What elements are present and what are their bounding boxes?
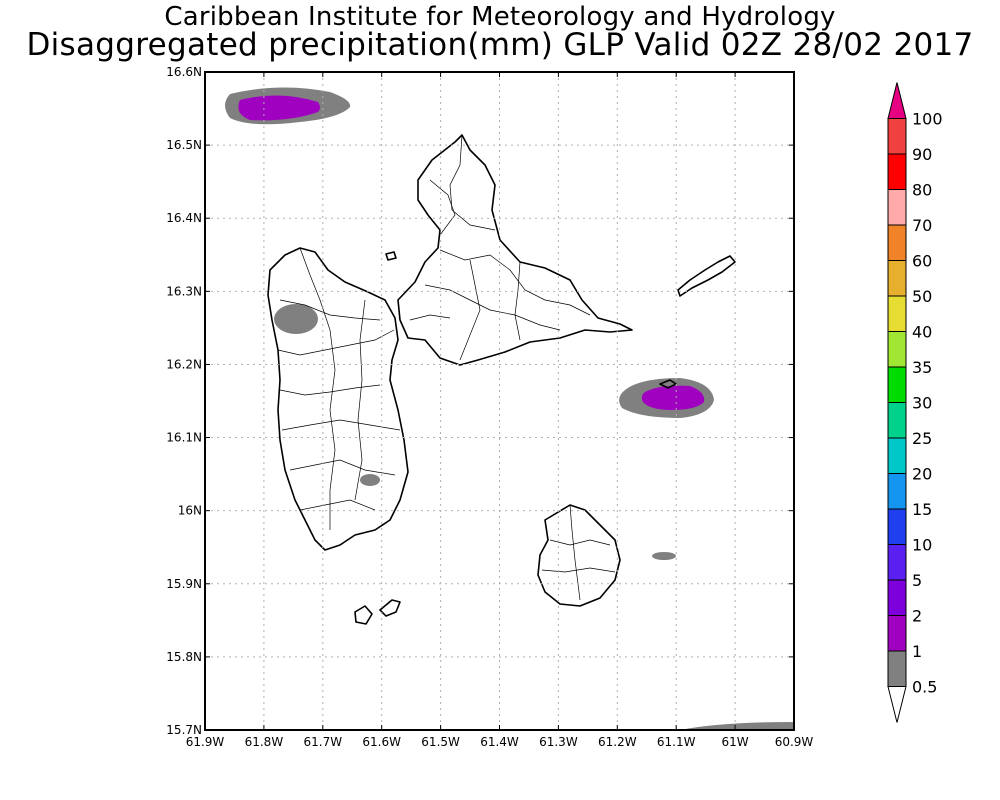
colorbar-box <box>887 402 907 439</box>
colorbar-level-label: 5 <box>912 571 922 590</box>
colorbar-box <box>887 331 907 368</box>
colorbar-box <box>887 224 907 261</box>
colorbar-level-label: 60 <box>912 252 932 271</box>
colorbar-level-label: 2 <box>912 607 922 626</box>
colorbar-level-label: 50 <box>912 287 932 306</box>
lat-tick-label: 16.2N <box>166 357 202 371</box>
colorbar-box <box>887 366 907 403</box>
chart-title-product: Disaggregated precipitation(mm) GLP Vali… <box>26 27 974 63</box>
coast-grande-terre <box>397 134 633 366</box>
lon-tick-label: 61.8W <box>245 735 284 749</box>
colorbar-box <box>887 508 907 545</box>
colorbar-level-label: 35 <box>912 358 932 377</box>
map-grid <box>205 72 794 730</box>
precip-core-north <box>238 95 320 121</box>
colorbar-level-label: 80 <box>912 181 932 200</box>
lat-tick-label: 16.4N <box>166 211 202 225</box>
lon-tick-label: 61.5W <box>421 735 460 749</box>
colorbar-level-label: 15 <box>912 500 932 519</box>
colorbar-box <box>887 473 907 510</box>
chart-title-institute: Caribbean Institute for Meteorology and … <box>164 2 836 32</box>
lon-tick-label: 61.3W <box>539 735 578 749</box>
coast-les-saintes-2 <box>379 599 401 617</box>
colorbar-level-label: 10 <box>912 536 932 555</box>
colorbar-level-label: 100 <box>912 110 943 129</box>
colorbar-level-label: 40 <box>912 323 932 342</box>
colorbar-level-label: 70 <box>912 216 932 235</box>
colorbar-box <box>887 189 907 226</box>
lon-tick-label: 61.7W <box>304 735 343 749</box>
precip-area-basse-terre <box>274 304 318 334</box>
lat-tick-label: 16N <box>178 504 202 518</box>
colorbar-box <box>887 650 907 687</box>
colorbar-box <box>887 437 907 474</box>
colorbar-box <box>887 118 907 155</box>
colorbar-box <box>887 153 907 190</box>
lon-tick-label: 60.9W <box>775 735 814 749</box>
colorbar-level-label: 30 <box>912 394 932 413</box>
watershed-boundaries <box>277 134 616 601</box>
colorbar-box <box>887 579 907 616</box>
longitude-axis-labels: 61.9W 61.8W 61.7W 61.6W 61.5W 61.4W 61.3W 61.2W… <box>186 735 814 749</box>
colorbar-level-label: 1 <box>912 642 922 661</box>
coast-la-desirade <box>677 255 736 297</box>
precip-core-east <box>641 385 705 410</box>
lon-tick-label: 61.9W <box>186 735 225 749</box>
colorbar-over-triangle <box>887 82 907 119</box>
lat-tick-label: 16.3N <box>166 284 202 298</box>
lon-tick-label: 61.4W <box>480 735 519 749</box>
precip-area-southeast-edge <box>680 722 794 730</box>
lon-tick-label: 61W <box>722 735 749 749</box>
colorbar-level-label: 90 <box>912 145 932 164</box>
colorbar-box <box>887 260 907 297</box>
coast-basse-terre <box>267 247 409 551</box>
precip-area-soufriere <box>360 474 380 486</box>
precip-area-small-east <box>652 552 676 560</box>
coast-islet-north <box>385 251 397 261</box>
axis-ticks <box>204 71 795 731</box>
colorbar-level-label: 20 <box>912 465 932 484</box>
lat-tick-label: 16.6N <box>166 65 202 79</box>
colorbar-box <box>887 544 907 581</box>
lat-tick-label: 15.8N <box>166 650 202 664</box>
colorbar-box <box>887 615 907 652</box>
colorbar-level-label: 25 <box>912 429 932 448</box>
colorbar-under-triangle <box>887 686 907 723</box>
lon-tick-label: 61.2W <box>598 735 637 749</box>
lon-tick-label: 61.6W <box>362 735 401 749</box>
coastlines <box>267 134 736 625</box>
lat-tick-label: 16.1N <box>166 431 202 445</box>
latitude-axis-labels: 16.6N 16.5N 16.4N 16.3N 16.2N 16.1N 16N 15.9N 15… <box>166 65 202 737</box>
colorbar-level-label: 0.5 <box>912 678 937 697</box>
lat-tick-label: 15.9N <box>166 577 202 591</box>
coast-les-saintes-1 <box>354 605 373 625</box>
lat-tick-label: 15.7N <box>166 723 202 737</box>
coast-marie-galante <box>537 504 621 607</box>
lat-tick-label: 16.5N <box>166 138 202 152</box>
lon-tick-label: 61.1W <box>657 735 696 749</box>
colorbar-box <box>887 295 907 332</box>
precipitation-shading <box>225 87 794 730</box>
